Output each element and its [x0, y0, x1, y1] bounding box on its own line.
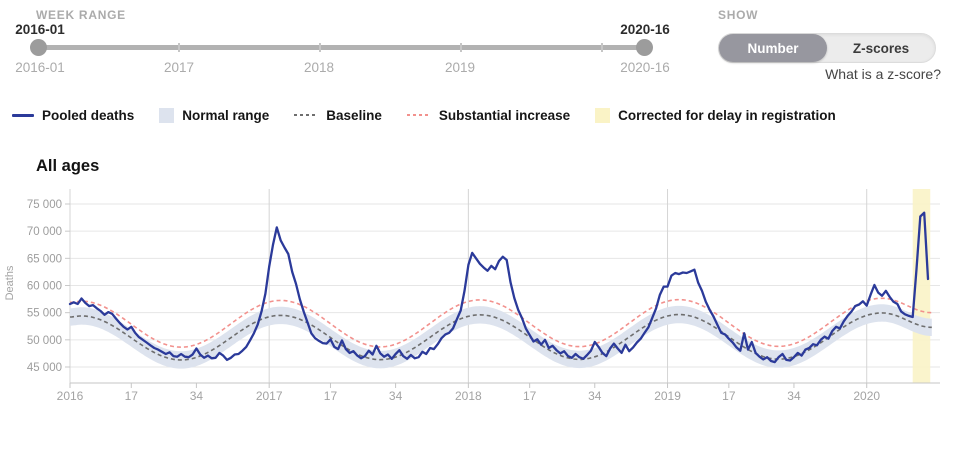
svg-text:45 000: 45 000: [27, 362, 62, 374]
slider-tick-2018: [319, 43, 321, 52]
legend-swatch-baseline: [294, 113, 319, 117]
svg-text:2016: 2016: [57, 389, 84, 403]
toggle-option-z-scores[interactable]: Z-scores: [827, 34, 935, 62]
legend-label: Corrected for delay in registration: [618, 107, 836, 123]
y-axis: 45 000 50 000 55 000 60 000 65 000 70 000 75 0…: [27, 199, 70, 374]
week-range-label: WEEK RANGE: [36, 8, 126, 22]
y-axis-label: Deaths: [4, 265, 16, 300]
svg-text:34: 34: [190, 389, 204, 403]
slider-axis-label-2020-16: 2020-16: [620, 60, 670, 75]
svg-text:2020: 2020: [853, 389, 880, 403]
slider-axis-label-2016-01: 2016-01: [15, 60, 65, 75]
week-range-slider[interactable]: [30, 39, 653, 56]
week-range-handle-end[interactable]: [636, 39, 653, 56]
legend-item-substantial-increase[interactable]: Substantial increase: [406, 107, 571, 123]
legend-swatch-pooled-deaths: [12, 113, 34, 117]
week-range-start-value: 2016-01: [15, 22, 65, 37]
baseline-series: [69, 312, 932, 361]
svg-text:60 000: 60 000: [27, 280, 62, 292]
week-range-handle-start[interactable]: [30, 39, 47, 56]
week-range-end-value: 2020-16: [620, 22, 670, 37]
svg-text:75 000: 75 000: [27, 199, 62, 211]
legend-label: Substantial increase: [438, 107, 571, 123]
legend-swatch-corrected-for-delay-in-registration: [595, 107, 611, 123]
legend-item-normal-range[interactable]: Normal range: [159, 107, 270, 123]
legend-item-baseline[interactable]: Baseline: [294, 108, 382, 123]
svg-text:2017: 2017: [256, 389, 283, 403]
slider-axis-label-2019: 2019: [444, 60, 476, 75]
slider-tick-2017: [178, 43, 180, 52]
legend-item-corrected-for-delay-in-registration[interactable]: Corrected for delay in registration: [595, 107, 836, 123]
svg-text:2019: 2019: [654, 389, 681, 403]
svg-text:2018: 2018: [455, 389, 482, 403]
svg-text:50 000: 50 000: [27, 335, 62, 347]
svg-text:34: 34: [389, 389, 403, 403]
show-label: SHOW: [718, 8, 759, 22]
toggle-option-number[interactable]: Number: [719, 34, 827, 62]
svg-text:65 000: 65 000: [27, 253, 62, 265]
svg-text:70 000: 70 000: [27, 226, 62, 238]
slider-tick-2020: [601, 43, 603, 52]
legend-swatch-normal-range: [159, 107, 175, 123]
slider-tick-2019: [460, 43, 462, 52]
legend-label: Baseline: [326, 107, 382, 123]
show-toggle: Number Z-scores: [718, 33, 936, 63]
y-axis-title: Deaths: [4, 265, 16, 300]
slider-axis-label-2018: 2018: [303, 60, 335, 75]
pooled-deaths-series: [68, 211, 930, 364]
legend-label: Pooled deaths: [42, 107, 135, 123]
legend-item-pooled-deaths[interactable]: Pooled deaths: [12, 108, 134, 123]
section-title-all-ages: All ages: [36, 157, 100, 175]
x-axis: 2016 17 34 2017 17 34 2018 17 34 2019 17 34 2020: [57, 382, 940, 403]
mortality-chart[interactable]: 2016 17 34 2017 17 34 2018 17 34 2019 17 34 2020 45 0…: [0, 185, 959, 415]
normal-range-band: [70, 304, 932, 369]
what-is-a-z-score-link[interactable]: What is a z-score?: [825, 66, 941, 82]
svg-text:34: 34: [787, 389, 801, 403]
chart-legend: Pooled deaths Normal range Baseline Substan…: [12, 106, 836, 124]
svg-text:17: 17: [722, 389, 736, 403]
svg-text:34: 34: [588, 389, 602, 403]
legend-label: Normal range: [182, 107, 270, 123]
slider-track[interactable]: [38, 45, 645, 50]
svg-text:17: 17: [125, 389, 139, 403]
svg-text:17: 17: [523, 389, 537, 403]
svg-text:55 000: 55 000: [27, 308, 62, 320]
svg-text:17: 17: [324, 389, 338, 403]
legend-swatch-substantial-increase: [406, 113, 431, 117]
slider-axis-label-2017: 2017: [163, 60, 195, 75]
